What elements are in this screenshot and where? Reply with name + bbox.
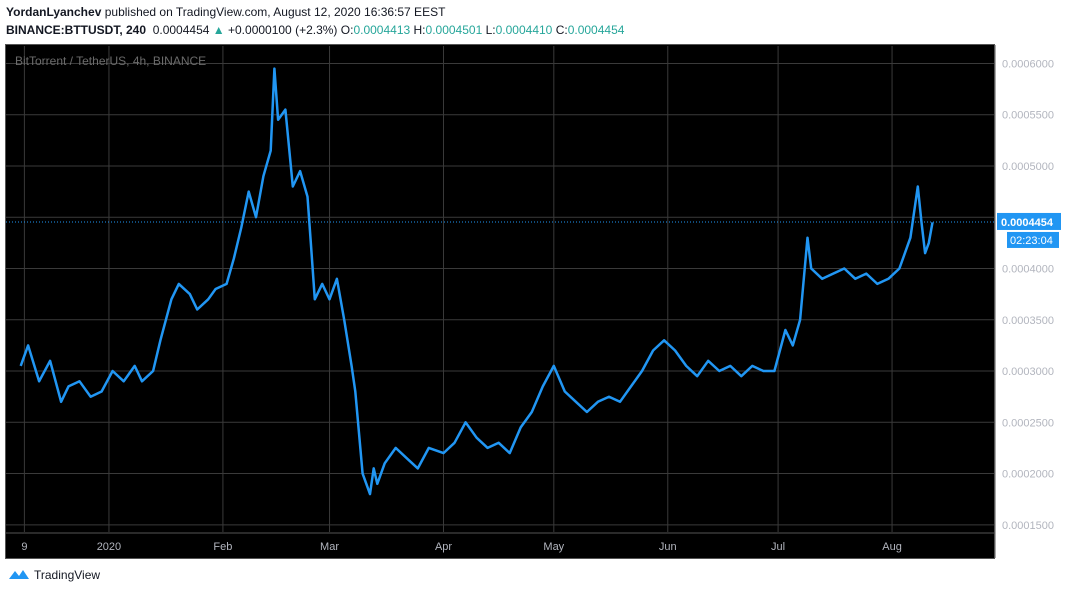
y-tick-label: 0.0003000 bbox=[1002, 366, 1054, 378]
low-label: L: bbox=[485, 23, 496, 37]
countdown-label: 02:23:04 bbox=[1010, 235, 1053, 247]
tradingview-footer[interactable]: TradingView bbox=[8, 568, 100, 583]
price-change: +0.0000100 (+2.3%) bbox=[228, 23, 338, 37]
y-tick-label: 0.0004000 bbox=[1002, 264, 1054, 276]
x-tick-label: 9 bbox=[21, 541, 27, 553]
x-tick-label: Jun bbox=[659, 541, 677, 553]
price-series-line bbox=[19, 67, 934, 496]
y-tick-label: 0.0005500 bbox=[1002, 110, 1054, 122]
y-tick-label: 0.0003500 bbox=[1002, 315, 1054, 327]
published-text: published on TradingView.com, August 12,… bbox=[104, 5, 446, 19]
x-tick-label: Feb bbox=[213, 541, 232, 553]
countdown-tag bbox=[1007, 231, 1059, 248]
close-label: C: bbox=[555, 23, 568, 37]
high-value: 0.0004501 bbox=[425, 23, 483, 37]
current-price-tag bbox=[997, 212, 1061, 230]
y-tick-label: 0.0002000 bbox=[1002, 469, 1054, 481]
symbol-label: BINANCE:BTTUSDT, 240 bbox=[6, 23, 147, 37]
y-tick-label: 0.0001500 bbox=[1002, 520, 1054, 532]
chart-legend-label: BitTorrent / TetherUS, 4h, BINANCE bbox=[15, 54, 207, 68]
up-arrow-icon: ▲ bbox=[212, 23, 225, 37]
x-tick-label: Jul bbox=[771, 541, 785, 553]
open-label: O: bbox=[340, 23, 354, 37]
y-tick-label: 0.0005000 bbox=[1002, 161, 1054, 173]
y-tick-label: 0.0006000 bbox=[1002, 58, 1054, 70]
high-label: H: bbox=[413, 23, 426, 37]
x-tick-label: Mar bbox=[320, 541, 339, 553]
ohlc-bar: BINANCE:BTTUSDT, 240 0.0004454 ▲ +0.0000… bbox=[6, 23, 624, 37]
low-value: 0.0004410 bbox=[495, 23, 553, 37]
close-value: 0.0004454 bbox=[567, 23, 625, 37]
current-price-label: 0.0004454 bbox=[1001, 217, 1054, 229]
tradingview-logo-icon bbox=[8, 568, 30, 583]
author-name[interactable]: YordanLyanchev bbox=[6, 5, 102, 19]
last-price: 0.0004454 bbox=[152, 23, 210, 37]
tradingview-brand: TradingView bbox=[34, 568, 101, 582]
x-tick-label: 2020 bbox=[97, 541, 121, 553]
x-tick-label: Apr bbox=[435, 541, 452, 553]
x-tick-label: May bbox=[543, 541, 564, 553]
y-tick-label: 0.0002500 bbox=[1002, 417, 1054, 429]
open-value: 0.0004413 bbox=[353, 23, 411, 37]
publish-info: YordanLyanchev published on TradingView.… bbox=[6, 5, 445, 19]
x-tick-label: Aug bbox=[882, 541, 902, 553]
